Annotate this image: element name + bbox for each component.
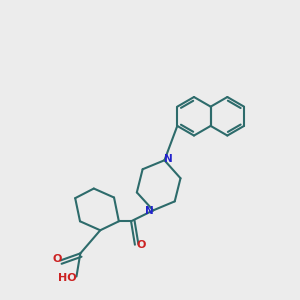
Text: O: O	[52, 254, 62, 264]
Text: N: N	[164, 154, 173, 164]
Text: HO: HO	[58, 273, 77, 283]
Text: N: N	[145, 206, 153, 216]
Text: O: O	[136, 240, 146, 250]
